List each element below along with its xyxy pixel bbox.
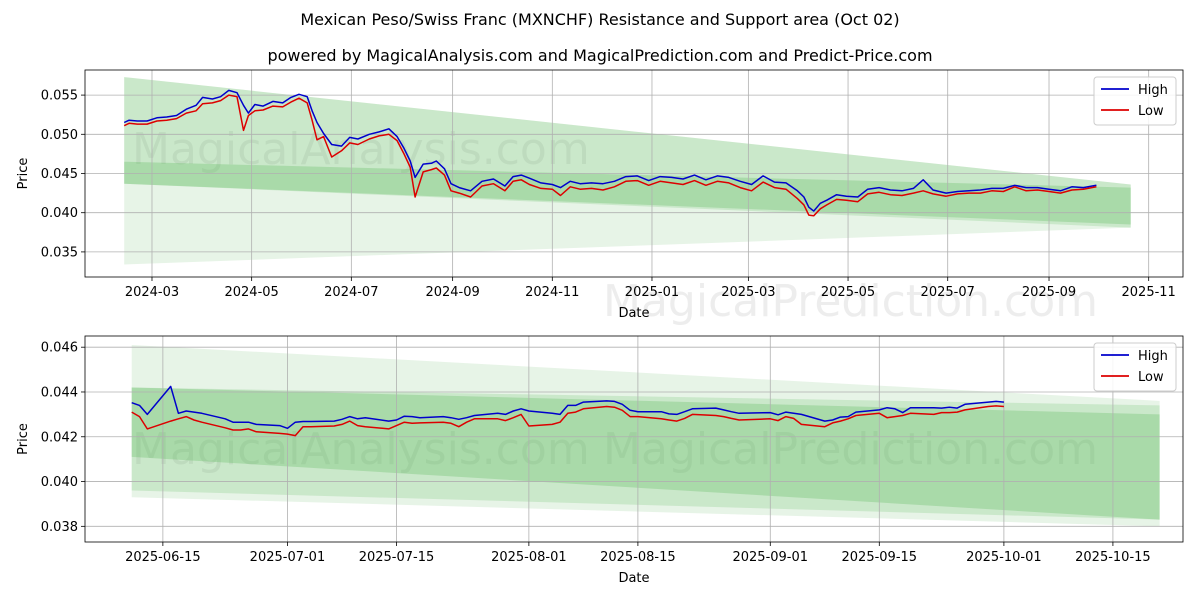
series-line-high — [131, 385, 1004, 430]
y-axis-label: Price — [16, 158, 31, 190]
y-axis-label: Price — [16, 423, 31, 455]
chart-panel-zoomed: MagicalAnalysis.com MagicalPrediction.com… — [16, 335, 1184, 586]
legend-label-low: Low — [1138, 370, 1164, 385]
x-tick-label: 2025-07 — [921, 285, 975, 300]
watermark: MagicalPrediction.com — [603, 276, 1098, 327]
x-tick-label: 2024-05 — [224, 285, 278, 300]
band-upper-wide — [124, 77, 1131, 228]
y-tick-label: 0.046 — [41, 341, 78, 356]
y-tick-label: 0.040 — [41, 475, 78, 490]
chart-subtitle: powered by MagicalAnalysis.com and Magic… — [267, 46, 933, 65]
x-tick-label: 2024-11 — [525, 285, 579, 300]
y-tick-label: 0.050 — [41, 128, 78, 143]
y-tick-label: 0.035 — [41, 245, 78, 260]
x-tick-label: 2025-01 — [625, 285, 679, 300]
series-line-low — [123, 94, 1097, 217]
x-tick-label: 2025-09-01 — [732, 550, 808, 565]
series-line-low — [131, 405, 1004, 437]
x-tick-label: 2025-09-15 — [842, 550, 918, 565]
y-tick-label: 0.045 — [41, 167, 78, 182]
x-tick-label: 2025-06-15 — [125, 550, 201, 565]
y-tick-label: 0.044 — [41, 385, 78, 400]
band-outer — [131, 345, 1160, 527]
plot-frame — [84, 69, 1184, 278]
x-tick-label: 2025-08-01 — [491, 550, 567, 565]
chart-title: Mexican Peso/Swiss Franc (MXNCHF) Resist… — [300, 10, 900, 29]
legend-label-high: High — [1138, 83, 1168, 98]
watermark: MagicalPrediction.com — [603, 424, 1098, 475]
watermark: MagicalAnalysis.com — [132, 124, 590, 175]
band-inner — [124, 161, 1131, 225]
x-tick-label: 2025-10-01 — [966, 550, 1042, 565]
x-axis-label: Date — [618, 571, 649, 586]
x-tick-label: 2025-10-15 — [1075, 550, 1151, 565]
x-tick-label: 2025-09 — [1022, 285, 1076, 300]
legend-label-low: Low — [1138, 104, 1164, 119]
x-tick-label: 2025-07-01 — [250, 550, 326, 565]
x-tick-label: 2024-03 — [125, 285, 179, 300]
x-tick-label: 2024-07 — [324, 285, 378, 300]
chart-panel-full-range: MagicalAnalysis.com MagicalPrediction.com… — [16, 69, 1184, 327]
x-tick-label: 2025-08-15 — [600, 550, 676, 565]
y-tick-label: 0.042 — [41, 430, 78, 445]
y-tick-label: 0.040 — [41, 206, 78, 221]
x-tick-label: 2025-07-15 — [359, 550, 435, 565]
plot-frame — [84, 335, 1184, 543]
legend-label-high: High — [1138, 349, 1168, 364]
watermark: MagicalAnalysis.com — [132, 424, 590, 475]
x-tick-label: 2025-05 — [821, 285, 875, 300]
y-tick-label: 0.055 — [41, 89, 78, 104]
series-line-high — [123, 89, 1097, 212]
band-outer — [124, 77, 1131, 265]
x-tick-label: 2025-11 — [1122, 285, 1176, 300]
x-tick-label: 2025-03 — [721, 285, 775, 300]
x-axis-label: Date — [618, 306, 649, 321]
y-tick-label: 0.038 — [41, 520, 78, 535]
x-tick-label: 2024-09 — [425, 285, 479, 300]
